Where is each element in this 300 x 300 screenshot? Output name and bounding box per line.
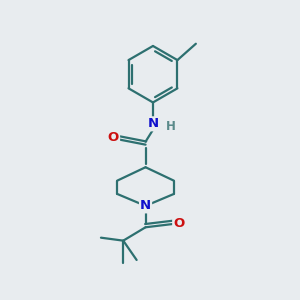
Text: O: O xyxy=(108,131,119,144)
Text: H: H xyxy=(166,120,175,133)
Text: N: N xyxy=(140,200,151,212)
Text: O: O xyxy=(173,217,184,230)
Text: N: N xyxy=(147,117,158,130)
